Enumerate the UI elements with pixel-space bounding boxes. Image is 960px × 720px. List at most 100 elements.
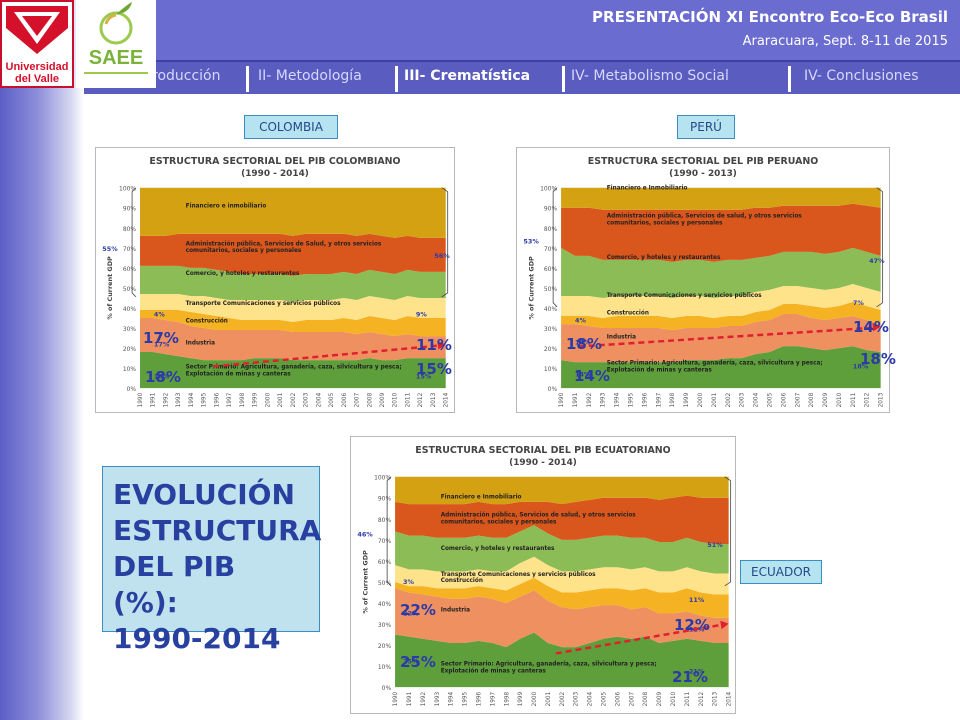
x-tick-label: 2013 xyxy=(713,691,719,706)
series-label: Construcción xyxy=(441,577,483,584)
sidebar-gradient xyxy=(0,0,84,720)
series-label: Construcción xyxy=(607,310,649,317)
series-label: Sector Primario: Agricultura, ganadería,… xyxy=(441,660,657,667)
x-tick-label: 1999 xyxy=(253,392,259,407)
x-tick-label: 1992 xyxy=(587,392,593,407)
univalle-shield-icon: Universidad del Valle xyxy=(6,6,68,85)
annotation-peru-end-primario: 18% xyxy=(860,350,896,368)
x-tick-label: 2007 xyxy=(355,392,361,407)
x-tick-label: 2005 xyxy=(767,392,773,407)
nav-item-crematistica[interactable]: III- Crematística xyxy=(404,68,531,84)
series-area-construccion xyxy=(395,577,729,618)
x-tick-label: 1994 xyxy=(449,691,455,706)
series-label: comunitarios, sociales y personales xyxy=(607,220,723,226)
series-label: Financiero e Inmobiliario xyxy=(607,186,688,192)
y-tick-label: 20% xyxy=(378,643,392,650)
x-tick-label: 2012 xyxy=(865,392,871,407)
nav-item-metodologia[interactable]: II- Metodología xyxy=(258,68,362,84)
annotation-end-pct: 51% xyxy=(707,541,723,549)
x-tick-label: 1996 xyxy=(476,691,482,706)
bracket-left xyxy=(386,476,392,587)
chart-ecuador-svg: ESTRUCTURA SECTORIAL DEL PIB ECUATORIANO… xyxy=(357,445,732,707)
nav-item-conclusiones[interactable]: IV- Conclusiones xyxy=(804,68,919,84)
chart-title: ESTRUCTURA SECTORIAL DEL PIB COLOMBIANO xyxy=(149,156,400,167)
x-tick-label: 2003 xyxy=(740,392,746,407)
x-tick-label: 2003 xyxy=(574,691,580,706)
bracket-right xyxy=(876,187,884,308)
x-tick-label: 1993 xyxy=(435,691,441,706)
y-tick-label: 50% xyxy=(544,286,558,293)
annotation-small-start: 18% xyxy=(575,339,591,347)
nav-item-metabolismo-social[interactable]: IV- Metabolismo Social xyxy=(571,68,729,84)
x-tick-label: 1993 xyxy=(601,392,607,407)
series-label: Comercio, y hoteles y restaurantes xyxy=(607,255,721,261)
annotation-small-end: 18% xyxy=(853,362,869,370)
annotation-start-pct: 46% xyxy=(357,530,373,538)
evolucion-line-4: 1990-2014 xyxy=(113,622,281,655)
chart-colombia: ESTRUCTURA SECTORIAL DEL PIB COLOMBIANO (… xyxy=(95,147,455,413)
x-tick-label: 2008 xyxy=(367,392,373,407)
series-area-comercio xyxy=(140,265,446,302)
country-label-colombia: COLOMBIA xyxy=(244,115,338,139)
series-area-industria xyxy=(140,318,446,361)
x-tick-label: 2006 xyxy=(781,392,787,407)
evolucion-box: EVOLUCIÓN ESTRUCTURA DEL PIB (%): 1990-2… xyxy=(102,466,321,655)
series-label: comunitarios, sociales y personales xyxy=(441,519,557,525)
x-tick-label: 2008 xyxy=(809,392,815,407)
x-tick-label: 2001 xyxy=(712,392,718,407)
x-tick-label: 1992 xyxy=(421,691,427,706)
y-axis-label: % of Current GDP xyxy=(106,256,114,320)
nav-item-introduccion[interactable]: roducción xyxy=(152,68,221,84)
x-tick-label: 1996 xyxy=(642,392,648,407)
x-tick-label: 1997 xyxy=(227,392,233,407)
x-tick-label: 2000 xyxy=(265,392,271,407)
svg-text:SAEE: SAEE xyxy=(89,47,143,69)
bracket-right xyxy=(724,476,732,587)
series-label: Industria xyxy=(186,341,215,347)
y-tick-label: 10% xyxy=(544,366,558,373)
x-tick-label: 1994 xyxy=(615,392,621,407)
x-tick-label: 2002 xyxy=(726,392,732,407)
series-area-transporte xyxy=(395,556,729,595)
series-label: Sector Primario: Agricultura, ganadería,… xyxy=(186,363,402,370)
chart-title: ESTRUCTURA SECTORIAL DEL PIB ECUATORIANO xyxy=(415,445,670,456)
y-tick-label: 80% xyxy=(544,226,558,233)
chart-colombia-svg: ESTRUCTURA SECTORIAL DEL PIB COLOMBIANO (… xyxy=(102,156,450,408)
saee-leaf-icon: SAEE xyxy=(84,2,148,74)
y-tick-label: 100% xyxy=(119,186,136,193)
univalle-logo: Universidad del Valle xyxy=(0,0,74,88)
y-tick-label: 100% xyxy=(374,475,391,482)
annotation-start-pct: 53% xyxy=(523,237,539,245)
x-tick-label: 1991 xyxy=(573,392,579,407)
x-tick-label: 2000 xyxy=(698,392,704,407)
x-tick-label: 1993 xyxy=(176,392,182,407)
x-tick-label: 2006 xyxy=(342,392,348,407)
country-label-peru: PERÚ xyxy=(677,115,735,139)
series-label: Administración pública, Servicios de Sal… xyxy=(186,240,382,247)
y-tick-label: 60% xyxy=(544,266,558,273)
x-tick-label: 1991 xyxy=(407,691,413,706)
annotation-start-pct: 55% xyxy=(102,245,118,253)
chart-peru: ESTRUCTURA SECTORIAL DEL PIB PERUANO (199… xyxy=(516,147,890,413)
x-tick-label: 1990 xyxy=(559,392,565,407)
series-area-administracion xyxy=(140,233,446,276)
annotation-small-start: 3% xyxy=(403,578,414,586)
annotation-small-end: 9% xyxy=(416,311,427,319)
x-tick-label: 1990 xyxy=(138,392,144,407)
chart-peru-svg: ESTRUCTURA SECTORIAL DEL PIB PERUANO (199… xyxy=(523,156,885,408)
x-tick-label: 1998 xyxy=(670,392,676,407)
series-area-transporte xyxy=(561,283,881,319)
y-axis-label: % of Current GDP xyxy=(527,256,535,320)
x-tick-label: 2009 xyxy=(657,691,663,706)
annotation-small-start: 17% xyxy=(154,340,170,348)
series-area-construccion xyxy=(140,309,446,337)
y-tick-label: 30% xyxy=(544,326,558,333)
x-tick-label: 1995 xyxy=(202,392,208,407)
x-tick-label: 1990 xyxy=(393,691,399,706)
series-label: comunitarios, sociales y personales xyxy=(186,248,302,254)
annotation-ecuador-end-industria: 12% xyxy=(674,616,710,634)
chart-ecuador: ESTRUCTURA SECTORIAL DEL PIB ECUATORIANO… xyxy=(350,436,736,714)
y-tick-label: 70% xyxy=(378,538,392,545)
trend-arrow-head-icon xyxy=(720,620,729,630)
x-tick-label: 1995 xyxy=(463,691,469,706)
